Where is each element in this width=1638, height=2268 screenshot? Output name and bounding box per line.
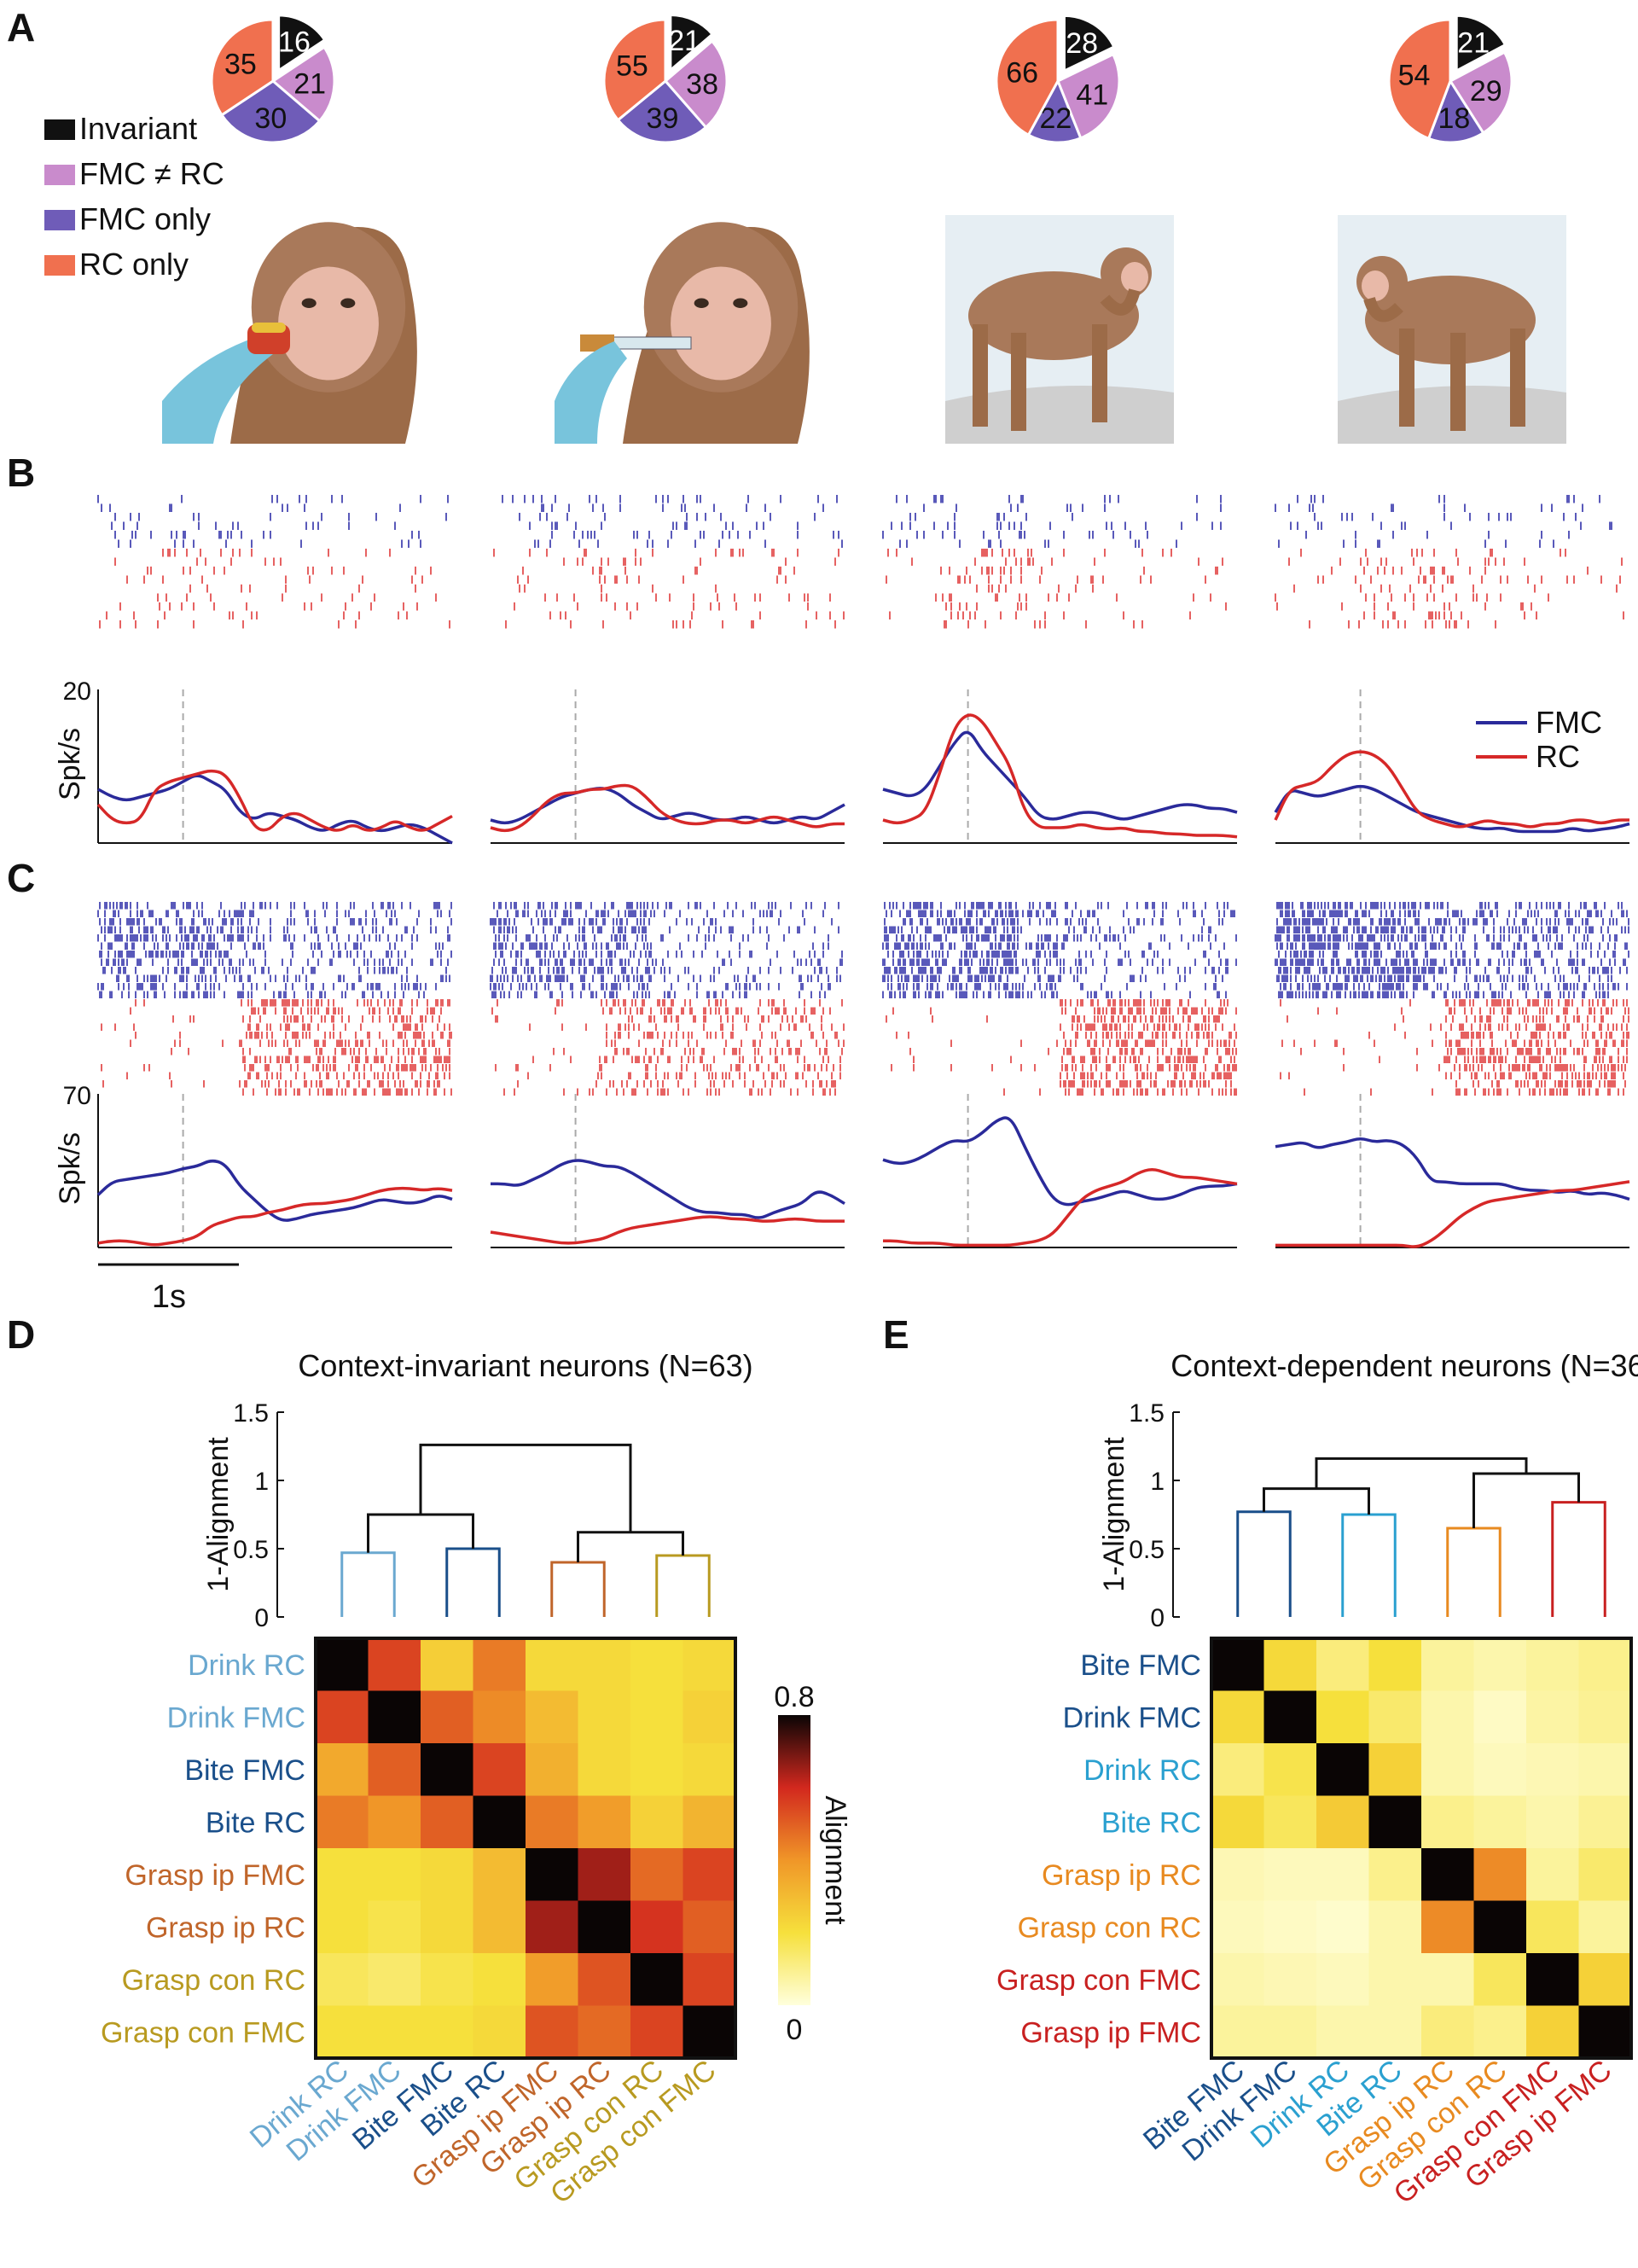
pie-slice-label: 16 <box>278 26 311 58</box>
y-axis-label: Spk/s <box>54 728 86 800</box>
pie-slice <box>1455 14 1507 73</box>
pie-slice <box>270 45 336 123</box>
pie-slice-label: 35 <box>224 49 257 81</box>
monkey-illustrations <box>162 215 1566 444</box>
line-legend-label: FMC <box>1536 705 1602 740</box>
pie-slice-label: 55 <box>616 50 648 83</box>
pie-slice-label: 54 <box>1398 59 1431 91</box>
psth-line-fmc <box>97 774 453 845</box>
legend-label: Invariant <box>79 111 197 146</box>
raster-plots-b <box>97 495 1624 629</box>
pie-slice <box>219 79 322 144</box>
panel-letter-b: B <box>7 451 35 495</box>
pie-slice <box>1448 50 1513 135</box>
y-max-tick-label: 20 <box>63 677 91 706</box>
pie-slice-label: 29 <box>1470 75 1502 108</box>
pie-legend: Invariant FMC ≠ RC FMC only RC only <box>44 111 224 282</box>
pie-slice <box>277 14 327 73</box>
line-legend-label: RC <box>1536 739 1580 774</box>
pie-slice-label: 21 <box>668 25 700 57</box>
pie-slice-label: 41 <box>1076 79 1108 112</box>
legend-label: FMC ≠ RC <box>79 156 224 191</box>
raster-plots-c <box>97 902 1629 1096</box>
legend-swatch <box>44 210 75 230</box>
pie-slice-label: 21 <box>293 68 326 101</box>
pie-slice-label: 18 <box>1438 102 1471 135</box>
psth-line-rc <box>490 783 845 833</box>
monkey-standing-eating-right-illustration <box>1338 215 1566 444</box>
legend-swatch <box>44 255 75 276</box>
panel-letter-d: D <box>7 1312 35 1357</box>
pie-slice <box>602 18 667 122</box>
panel-letter-a: A <box>7 5 35 49</box>
pie-slice <box>1426 78 1485 144</box>
pie-slice-label: 22 <box>1039 102 1072 135</box>
psth-line-rc <box>96 769 453 832</box>
psth-line-rc <box>882 713 1238 839</box>
monkey-standing-eating-left-illustration <box>945 215 1174 444</box>
pie-slice <box>1062 14 1116 73</box>
legend-swatch <box>44 119 75 140</box>
pie-slice <box>210 18 275 117</box>
pie-slice-label: 21 <box>1457 27 1490 60</box>
pie-slice-label: 66 <box>1006 56 1038 89</box>
psth-line-rc <box>1274 750 1629 829</box>
pie-slice <box>669 13 715 73</box>
pie-slice-label: 39 <box>647 102 679 135</box>
pie-slice-label: 38 <box>686 68 718 101</box>
pie-slice <box>616 79 708 144</box>
pie-slice <box>1387 18 1452 141</box>
monkey-drinking-from-syringe-illustration <box>555 222 810 444</box>
legend-label: FMC only <box>79 201 211 236</box>
pie-slice <box>663 39 729 130</box>
legend-label: RC only <box>79 247 189 282</box>
pie-slice-label: 30 <box>254 102 287 135</box>
legend-swatch <box>44 165 75 185</box>
pie-slice <box>995 18 1060 137</box>
panel-letter-e: E <box>883 1312 909 1357</box>
psth-line-fmc <box>1274 784 1630 834</box>
monkey-biting-fed-food-illustration <box>162 222 417 444</box>
psth-line-fmc <box>882 730 1238 821</box>
pie-slice-label: 28 <box>1066 27 1098 60</box>
panel-letter-c: C <box>7 856 35 900</box>
